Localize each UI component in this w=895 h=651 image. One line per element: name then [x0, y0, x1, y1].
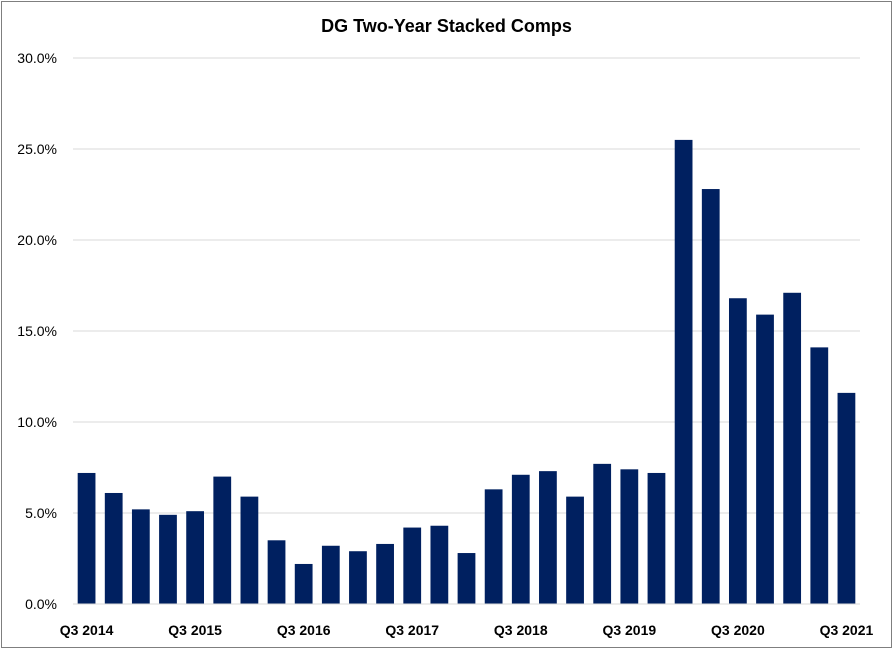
- bar: [403, 527, 422, 604]
- bar: [756, 314, 774, 604]
- bar: [240, 496, 259, 604]
- y-tick-label: 15.0%: [17, 323, 57, 339]
- x-axis-ticks: Q3 2014 Q3 2015 Q3 2016 Q3 2017 Q3 2018 Q3 20…: [60, 622, 874, 638]
- x-tick-label: Q3 2014: [60, 622, 114, 638]
- bar: [593, 463, 612, 604]
- y-tick-label: 25.0%: [17, 141, 57, 157]
- bar: [159, 514, 177, 604]
- bar: [837, 392, 856, 604]
- x-tick-label: Q3 2015: [168, 622, 222, 638]
- bar: [267, 540, 286, 604]
- bar: [321, 545, 340, 604]
- bars: [77, 139, 856, 605]
- bar: [457, 553, 476, 604]
- y-axis-ticks: 0.0% 5.0% 10.0% 15.0% 20.0% 25.0% 30.0%: [17, 50, 57, 612]
- bar: [131, 509, 150, 604]
- bar: [728, 298, 747, 604]
- bar: [539, 471, 557, 604]
- x-tick-label: Q3 2017: [385, 622, 439, 638]
- y-tick-label: 5.0%: [25, 505, 57, 521]
- bar: [104, 492, 123, 604]
- bar: [701, 189, 720, 605]
- bar: [810, 347, 829, 604]
- chart-title: DG Two-Year Stacked Comps: [321, 16, 572, 36]
- bar: [77, 472, 96, 604]
- x-tick-label: Q3 2020: [711, 622, 765, 638]
- bar: [430, 525, 449, 604]
- gridlines: [73, 57, 860, 514]
- bar: [349, 551, 367, 604]
- bar: [566, 496, 584, 604]
- bar: [186, 511, 205, 604]
- x-tick-label: Q3 2018: [494, 622, 548, 638]
- bar: [620, 469, 639, 604]
- y-tick-label: 30.0%: [17, 50, 57, 66]
- bar: [674, 139, 693, 604]
- bar: [783, 292, 802, 604]
- bar: [511, 474, 530, 604]
- bar: [294, 563, 313, 604]
- y-tick-label: 20.0%: [17, 232, 57, 248]
- y-tick-label: 0.0%: [25, 596, 57, 612]
- bar: [484, 489, 503, 604]
- y-tick-label: 10.0%: [17, 414, 57, 430]
- x-tick-label: Q3 2016: [277, 622, 331, 638]
- bar: [213, 476, 232, 604]
- bar: [376, 543, 394, 604]
- x-tick-label: Q3 2021: [820, 622, 874, 638]
- bar: [647, 472, 666, 604]
- x-tick-label: Q3 2019: [602, 622, 656, 638]
